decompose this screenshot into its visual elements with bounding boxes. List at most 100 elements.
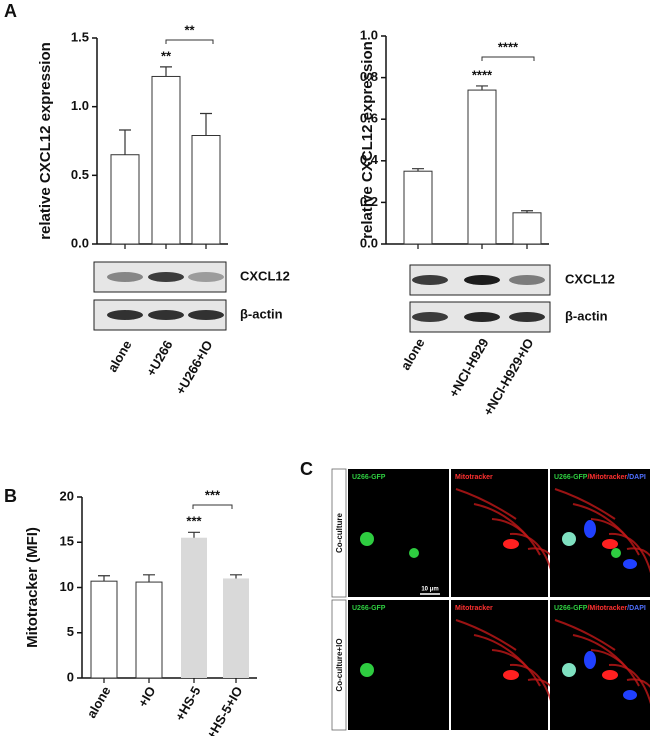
gfp-cell	[409, 548, 419, 558]
channel-label-part: U266-GFP	[352, 605, 386, 612]
blot-band	[509, 312, 545, 322]
blot-band	[107, 272, 143, 282]
blot-band	[509, 275, 545, 285]
micrograph	[550, 469, 650, 597]
channel-label: Mitotracker	[455, 605, 493, 612]
y-tick-label: 20	[60, 488, 74, 503]
y-tick-label: 0.6	[360, 111, 378, 126]
error-bar	[230, 574, 242, 579]
y-tick-label: 1.5	[71, 29, 89, 44]
channel-label: U266-GFP/Mitotracker/DAPI	[554, 605, 646, 612]
panel-label: A	[4, 1, 17, 21]
cell-outline	[554, 619, 616, 651]
error-bar	[521, 210, 533, 213]
x-tick-label: alone	[84, 684, 114, 721]
error-bar	[188, 531, 200, 538]
micrograph	[451, 469, 548, 597]
y-tick-label: 1.0	[360, 27, 378, 42]
channel-label-part: /DAPI	[627, 605, 646, 612]
x-tick-label: +HS-5+IO	[203, 684, 245, 736]
y-tick-label: 0.0	[360, 235, 378, 250]
blot-band	[464, 275, 500, 285]
y-tick-label: 5	[67, 624, 74, 639]
cell-outline	[455, 619, 517, 651]
cell-outline	[608, 663, 650, 705]
blot-band	[188, 310, 224, 320]
blot-label: β-actin	[565, 308, 608, 323]
bar	[135, 581, 163, 679]
significance-bracket	[192, 504, 233, 509]
blot-band	[148, 310, 184, 320]
x-tick-label: +U266	[143, 338, 175, 379]
row-label: Co-culture	[335, 512, 344, 553]
nucleus	[584, 520, 596, 538]
blot-band	[107, 310, 143, 320]
blot-band	[412, 312, 448, 322]
channel-label-part: Mitotracker	[455, 474, 493, 481]
channel-label-part: Mitotracker	[455, 605, 493, 612]
x-tick-label: +NCI-H929	[446, 336, 492, 400]
channel-label-part: U266-GFP	[554, 605, 588, 612]
channel-label-part: /DAPI	[627, 474, 646, 481]
x-tick-label: alone	[398, 336, 428, 373]
blot-label: CXCL12	[240, 268, 290, 283]
channel-label: U266-GFP	[352, 474, 386, 481]
y-axis-label: relative CXCL12 expression	[37, 42, 54, 240]
channel-label: Mitotracker	[455, 474, 493, 481]
nucleus	[584, 651, 596, 669]
bar	[90, 580, 118, 679]
cell	[503, 670, 519, 680]
channel-label-part: /Mitotracker	[587, 474, 627, 481]
significance-bracket	[165, 39, 214, 44]
panel-label: B	[4, 486, 17, 506]
channel-label: U266-GFP	[352, 605, 386, 612]
gfp-cell	[611, 548, 621, 558]
scale-bar-label: 10 μm	[421, 587, 438, 593]
bar	[467, 89, 497, 245]
micrograph	[348, 469, 449, 597]
blot-band	[412, 275, 448, 285]
cell-outline	[608, 532, 650, 574]
y-tick-label: 15	[60, 534, 74, 549]
cell-outline	[626, 547, 650, 558]
error-bar	[476, 85, 488, 91]
cell-outline	[509, 532, 553, 574]
significance-label: **	[161, 48, 172, 63]
bar	[181, 537, 207, 678]
gfp-cell	[360, 663, 374, 677]
bar	[110, 154, 140, 245]
significance-label: ****	[498, 39, 519, 54]
blot-label: CXCL12	[565, 271, 615, 286]
cell-outline	[626, 678, 650, 689]
x-tick-label: +U266+IO	[173, 338, 216, 397]
significance-label: ****	[472, 67, 493, 82]
gfp-cell	[360, 532, 374, 546]
y-tick-label: 0.4	[360, 152, 379, 167]
row-label-box	[331, 468, 347, 598]
channel-label-part: /Mitotracker	[587, 605, 627, 612]
blot-label: β-actin	[240, 306, 283, 321]
channel-label-part: U266-GFP	[554, 474, 588, 481]
cell	[602, 539, 618, 549]
bar	[223, 578, 249, 678]
error-bar	[200, 112, 212, 136]
bar	[403, 170, 433, 245]
blot-band	[464, 312, 500, 322]
y-tick-label: 1.0	[71, 98, 89, 113]
cell	[602, 670, 618, 680]
nucleus	[623, 559, 637, 569]
nucleus	[623, 690, 637, 700]
bar	[191, 135, 221, 245]
cell	[503, 539, 519, 549]
x-tick-label: alone	[105, 338, 135, 375]
y-tick-label: 0.2	[360, 194, 378, 209]
cell-outline	[554, 488, 616, 520]
y-tick-label: 0.0	[71, 235, 89, 250]
y-axis-label: relative CXCL12 expression	[359, 41, 376, 239]
x-tick-label: +HS-5	[172, 684, 204, 724]
channel-label-part: U266-GFP	[352, 474, 386, 481]
significance-bracket	[481, 56, 535, 61]
blot-band	[188, 272, 224, 282]
micrograph	[451, 600, 548, 730]
